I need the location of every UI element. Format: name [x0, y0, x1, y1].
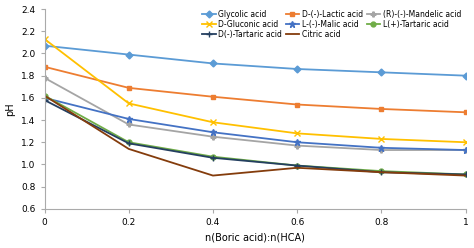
- Line: Glycolic acid: Glycolic acid: [42, 43, 468, 78]
- Citric acid: [210, 174, 216, 177]
- D-(-)-Lactic acid: [379, 107, 384, 110]
- (R)-(-)-Mandelic acid: [463, 149, 468, 152]
- Legend: Glycolic acid, D-Gluconic acid, D(-)-Tartaric acid, D-(-)-Lactic acid, L-(-)-Mal: Glycolic acid, D-Gluconic acid, D(-)-Tar…: [201, 9, 462, 40]
- D(-)-Tartaric acid: [379, 171, 384, 174]
- D(-)-Tartaric acid: [210, 156, 216, 159]
- D-(-)-Lactic acid: [294, 103, 300, 106]
- D-(-)-Lactic acid: [42, 65, 47, 68]
- (R)-(-)-Mandelic acid: [210, 135, 216, 138]
- Line: D-(-)-Lactic acid: D-(-)-Lactic acid: [42, 64, 468, 115]
- D-(-)-Lactic acid: [463, 111, 468, 114]
- X-axis label: n(Boric acid):n(HCA): n(Boric acid):n(HCA): [205, 232, 305, 243]
- D-Gluconic acid: [463, 141, 468, 144]
- Citric acid: [126, 147, 132, 150]
- Citric acid: [463, 174, 468, 177]
- D(-)-Tartaric acid: [463, 173, 468, 176]
- L-(-)-Malic acid: [210, 131, 216, 134]
- L(+)-Tartaric acid: [210, 155, 216, 158]
- L-(-)-Malic acid: [379, 146, 384, 149]
- L(+)-Tartaric acid: [463, 173, 468, 176]
- L(+)-Tartaric acid: [379, 170, 384, 173]
- D-Gluconic acid: [294, 132, 300, 135]
- L-(-)-Malic acid: [126, 118, 132, 121]
- L(+)-Tartaric acid: [126, 141, 132, 144]
- Line: L(+)-Tartaric acid: L(+)-Tartaric acid: [42, 93, 468, 177]
- Glycolic acid: [126, 53, 132, 56]
- Citric acid: [379, 171, 384, 174]
- Glycolic acid: [42, 44, 47, 47]
- Glycolic acid: [210, 62, 216, 65]
- D(-)-Tartaric acid: [294, 164, 300, 167]
- L-(-)-Malic acid: [42, 96, 47, 99]
- D(-)-Tartaric acid: [126, 142, 132, 145]
- D-Gluconic acid: [42, 37, 47, 40]
- Y-axis label: pH: pH: [6, 102, 16, 116]
- Line: (R)-(-)-Mandelic acid: (R)-(-)-Mandelic acid: [42, 75, 468, 153]
- (R)-(-)-Mandelic acid: [294, 144, 300, 147]
- Line: D-Gluconic acid: D-Gluconic acid: [42, 36, 468, 145]
- (R)-(-)-Mandelic acid: [42, 76, 47, 79]
- D-(-)-Lactic acid: [210, 95, 216, 98]
- Glycolic acid: [294, 67, 300, 70]
- L-(-)-Malic acid: [294, 141, 300, 144]
- Glycolic acid: [463, 74, 468, 77]
- L-(-)-Malic acid: [463, 149, 468, 152]
- Line: L-(-)-Malic acid: L-(-)-Malic acid: [41, 94, 469, 154]
- L(+)-Tartaric acid: [294, 164, 300, 167]
- D-(-)-Lactic acid: [126, 86, 132, 89]
- D-Gluconic acid: [210, 121, 216, 124]
- Glycolic acid: [379, 71, 384, 74]
- Citric acid: [42, 94, 47, 97]
- D(-)-Tartaric acid: [42, 99, 47, 102]
- (R)-(-)-Mandelic acid: [126, 123, 132, 126]
- D-Gluconic acid: [126, 102, 132, 105]
- Line: D(-)-Tartaric acid: D(-)-Tartaric acid: [41, 97, 469, 178]
- D-Gluconic acid: [379, 137, 384, 140]
- Line: Citric acid: Citric acid: [45, 96, 465, 176]
- L(+)-Tartaric acid: [42, 94, 47, 97]
- (R)-(-)-Mandelic acid: [379, 149, 384, 152]
- Citric acid: [294, 166, 300, 169]
